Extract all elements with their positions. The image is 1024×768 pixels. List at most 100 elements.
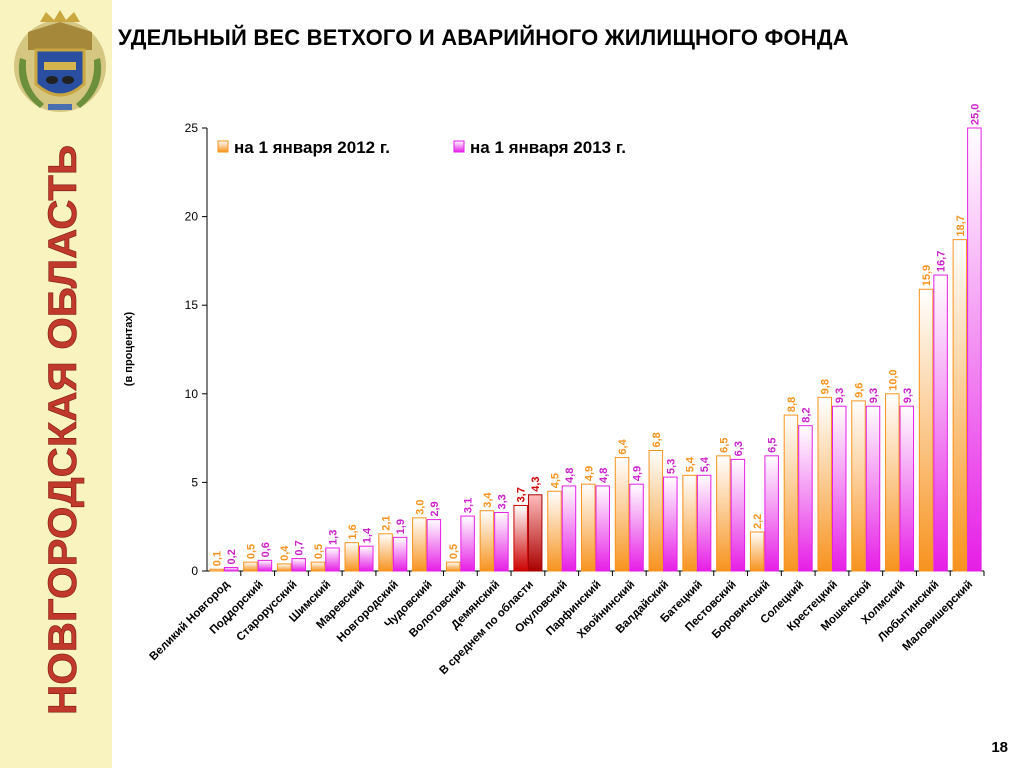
value-label-2012: 6,5 [718, 438, 730, 453]
sidebar: НОВГОРОДСКАЯ ОБЛАСТЬ [0, 0, 112, 768]
y-tick-label: 25 [185, 121, 199, 135]
y-axis-label: (в процентах) [123, 311, 135, 386]
category-label: Новгородский [335, 579, 401, 645]
y-tick-label: 15 [185, 298, 199, 312]
value-label-2012: 0,5 [448, 544, 460, 559]
value-label-2013: 1,3 [327, 530, 339, 545]
coat-of-arms-icon [14, 10, 106, 112]
category-label: Старорусский [234, 579, 299, 644]
value-label-2012: 3,0 [414, 500, 426, 515]
bar-2012 [344, 542, 360, 572]
value-label-2012: 18,7 [955, 215, 967, 236]
bar-2013 [730, 458, 746, 572]
value-label-2013: 6,5 [767, 438, 779, 453]
legend-item-2012: на 1 января 2012 г. [217, 138, 390, 157]
value-label-2013: 8,2 [800, 407, 812, 422]
bar-2012 [716, 455, 731, 572]
value-label-2013: 4,3 [530, 477, 542, 492]
value-label-2012: 1,6 [347, 524, 359, 539]
value-label-2012: 10,0 [887, 369, 899, 390]
value-label-2012: 4,5 [549, 473, 561, 488]
bar-2013 [392, 536, 408, 572]
bar-2013 [426, 519, 442, 572]
value-label-2013: 3,3 [496, 494, 508, 509]
category-label: Боровичский [710, 579, 773, 642]
bar-2012 [243, 561, 258, 572]
value-label-2012: 9,6 [854, 383, 866, 398]
bar-2012 [412, 517, 427, 572]
y-tick-label: 10 [185, 387, 199, 401]
bar-2013 [595, 485, 610, 572]
value-label-2013: 0,6 [260, 542, 272, 557]
bar-2013 [527, 494, 543, 572]
value-label-2013: 4,8 [564, 468, 576, 483]
value-label-2013: 5,4 [699, 456, 711, 472]
page-number: 18 [991, 739, 1008, 756]
value-label-2012: 0,5 [313, 544, 325, 559]
value-label-2013: 4,8 [598, 468, 610, 483]
value-label-2012: 15,9 [921, 265, 933, 286]
bar-2013 [663, 476, 678, 572]
value-label-2013: 1,9 [395, 519, 407, 534]
bar-2012 [918, 288, 934, 572]
value-label-2012: 8,8 [786, 397, 798, 412]
bar-2013 [257, 559, 273, 572]
value-label-2013: 9,3 [834, 388, 846, 403]
value-label-2013: 4,9 [632, 466, 644, 481]
value-label-2012: 3,7 [516, 487, 528, 502]
bar-2013 [933, 274, 948, 572]
bar-2013 [967, 127, 982, 572]
bar-2012 [445, 561, 461, 572]
bar-2012 [682, 474, 697, 572]
value-label-2012: 0,4 [279, 545, 291, 561]
value-label-2013: 3,1 [463, 498, 475, 513]
value-labels: 0,1 0,2 0,5 0,6 0,4 0,7 0,51,3 1,6 1,42,1 1,93,0 2… [212, 104, 982, 567]
bar-2012 [547, 490, 562, 572]
bar-2012 [581, 483, 596, 572]
value-label-2013: 5,3 [665, 459, 677, 474]
legend-swatch-2012 [217, 140, 229, 153]
bar-2012 [783, 414, 799, 572]
vertical-title: НОВГОРОДСКАЯ ОБЛАСТЬ [41, 145, 85, 715]
bar-2012 [378, 533, 393, 572]
value-label-2012: 5,4 [685, 456, 697, 472]
bar-2012 [885, 393, 900, 572]
y-tick-label: 20 [185, 210, 199, 224]
value-label-2012: 6,8 [651, 432, 663, 447]
value-label-2013: 1,4 [361, 527, 373, 543]
y-tick-label: 0 [191, 564, 198, 578]
category-label: Любытинский [876, 579, 941, 644]
legend-label-2013: на 1 января 2013 г. [470, 138, 626, 157]
value-label-2012: 0,1 [212, 551, 224, 566]
value-label-2012: 6,4 [617, 438, 629, 454]
value-label-2012: 0,5 [245, 544, 257, 559]
bar-2012 [614, 457, 630, 572]
bar-2013 [629, 483, 644, 572]
x-labels: Великий НовгородПоддорскийСтарорусскийШи… [148, 571, 985, 677]
bar-2012 [209, 568, 224, 572]
bar-2013 [291, 558, 306, 572]
bar-2013 [460, 515, 475, 572]
value-label-2013: 6,3 [733, 441, 745, 456]
value-label-2013: 9,3 [868, 388, 880, 403]
value-label-2013: 25,0 [969, 104, 981, 125]
bar-2013 [899, 405, 915, 572]
bar-2012 [513, 504, 528, 572]
bar-2013 [223, 566, 239, 572]
bar-2013 [359, 545, 374, 572]
page-title: УДЕЛЬНЫЙ ВЕС ВЕТХОГО И АВАРИЙНОГО ЖИЛИЩН… [118, 25, 849, 50]
value-label-2012: 4,9 [583, 466, 595, 481]
y-tick-label: 5 [191, 475, 198, 489]
bar-2013 [494, 512, 509, 572]
bar-2012 [952, 239, 968, 572]
bar-2013 [831, 405, 847, 572]
legend: на 1 января 2012 г. на 1 января 2013 г. [217, 138, 626, 157]
bar-2012 [749, 531, 765, 572]
value-label-2012: 3,4 [482, 492, 494, 508]
value-label-2012: 2,1 [381, 515, 393, 530]
bar-2012 [817, 396, 832, 572]
value-label-2012: 2,2 [752, 514, 764, 529]
bar-2012 [851, 400, 866, 572]
legend-swatch-2013 [453, 140, 465, 153]
legend-item-2013: на 1 января 2013 г. [453, 138, 626, 157]
